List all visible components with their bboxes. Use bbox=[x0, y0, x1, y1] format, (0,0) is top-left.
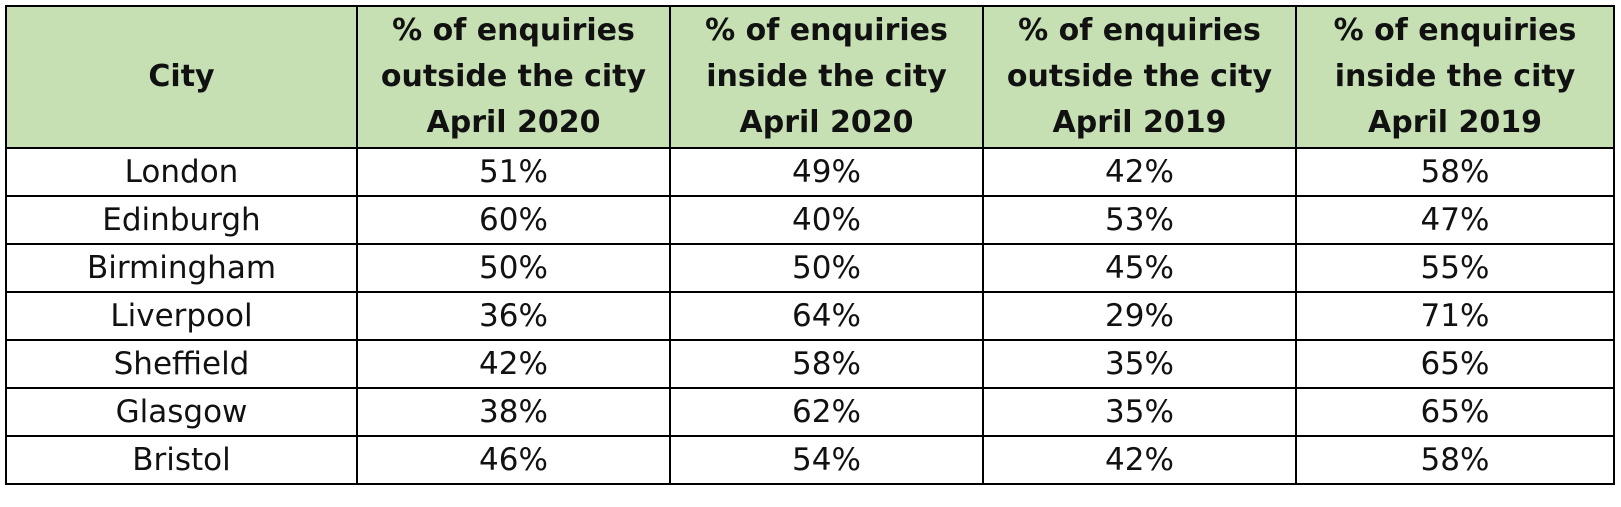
percentage-cell: 58% bbox=[669, 339, 984, 389]
header-text-line: % of enquiries bbox=[1333, 13, 1577, 48]
percentage-cell: 42% bbox=[356, 339, 671, 389]
header-text-line: inside the city bbox=[1334, 59, 1576, 94]
percentage-cell: 38% bbox=[356, 387, 671, 437]
percentage-cell: 53% bbox=[982, 195, 1297, 245]
header-row: City % of enquiries outside the city April … bbox=[5, 5, 1615, 149]
percentage-cell: 55% bbox=[1295, 243, 1615, 293]
percentage-cell: 35% bbox=[982, 387, 1297, 437]
percentage-cell: 65% bbox=[1295, 387, 1615, 437]
header-text-line: April 2020 bbox=[739, 105, 914, 140]
percentage-cell: 65% bbox=[1295, 339, 1615, 389]
header-text-line: % of enquiries bbox=[1018, 13, 1261, 48]
percentage-cell: 42% bbox=[982, 435, 1297, 485]
header-text-line: outside the city bbox=[380, 59, 647, 94]
percentage-cell: 40% bbox=[669, 195, 984, 245]
percentage-cell: 49% bbox=[669, 147, 984, 197]
city-cell: Liverpool bbox=[5, 291, 358, 341]
percentage-cell: 50% bbox=[669, 243, 984, 293]
header-text-line: % of enquiries bbox=[705, 13, 948, 48]
percentage-cell: 54% bbox=[669, 435, 984, 485]
table-row: Glasgow 38% 62% 35% 65% bbox=[5, 387, 1615, 437]
enquiries-table-container: City % of enquiries outside the city April … bbox=[5, 5, 1615, 485]
header-column-3: % of enquiries outside the city April 2019 bbox=[982, 5, 1297, 149]
percentage-cell: 45% bbox=[982, 243, 1297, 293]
header-text-line: outside the city bbox=[1006, 59, 1273, 94]
header-text-line: inside the city bbox=[706, 59, 947, 94]
percentage-cell: 29% bbox=[982, 291, 1297, 341]
percentage-cell: 36% bbox=[356, 291, 671, 341]
percentage-cell: 51% bbox=[356, 147, 671, 197]
table-row: Bristol 46% 54% 42% 58% bbox=[5, 435, 1615, 485]
percentage-cell: 64% bbox=[669, 291, 984, 341]
city-cell: Edinburgh bbox=[5, 195, 358, 245]
header-text-line: April 2020 bbox=[426, 105, 601, 140]
header-text-line: April 2019 bbox=[1052, 105, 1227, 140]
percentage-cell: 35% bbox=[982, 339, 1297, 389]
header-text-line: % of enquiries bbox=[392, 13, 635, 48]
enquiries-table: City % of enquiries outside the city April … bbox=[5, 5, 1615, 485]
city-cell: London bbox=[5, 147, 358, 197]
header-text-line: April 2019 bbox=[1368, 105, 1542, 140]
table-row: Birmingham 50% 50% 45% 55% bbox=[5, 243, 1615, 293]
header-city: City bbox=[5, 5, 358, 149]
city-cell: Bristol bbox=[5, 435, 358, 485]
table-body: London 51% 49% 42% 58% Edinburgh 60% 40% 53% 47% B… bbox=[5, 147, 1615, 485]
percentage-cell: 50% bbox=[356, 243, 671, 293]
header-column-1: % of enquiries outside the city April 2020 bbox=[356, 5, 671, 149]
percentage-cell: 58% bbox=[1295, 435, 1615, 485]
header-column-2: % of enquiries inside the city April 2020 bbox=[669, 5, 984, 149]
percentage-cell: 58% bbox=[1295, 147, 1615, 197]
table-row: Liverpool 36% 64% 29% 71% bbox=[5, 291, 1615, 341]
table-header: City % of enquiries outside the city April … bbox=[5, 5, 1615, 149]
percentage-cell: 46% bbox=[356, 435, 671, 485]
table-row: Edinburgh 60% 40% 53% 47% bbox=[5, 195, 1615, 245]
percentage-cell: 60% bbox=[356, 195, 671, 245]
percentage-cell: 42% bbox=[982, 147, 1297, 197]
city-cell: Sheffield bbox=[5, 339, 358, 389]
percentage-cell: 62% bbox=[669, 387, 984, 437]
header-text-line: City bbox=[148, 59, 215, 94]
city-cell: Glasgow bbox=[5, 387, 358, 437]
percentage-cell: 71% bbox=[1295, 291, 1615, 341]
city-cell: Birmingham bbox=[5, 243, 358, 293]
percentage-cell: 47% bbox=[1295, 195, 1615, 245]
table-row: London 51% 49% 42% 58% bbox=[5, 147, 1615, 197]
table-row: Sheffield 42% 58% 35% 65% bbox=[5, 339, 1615, 389]
header-column-4: % of enquiries inside the city April 2019 bbox=[1295, 5, 1615, 149]
